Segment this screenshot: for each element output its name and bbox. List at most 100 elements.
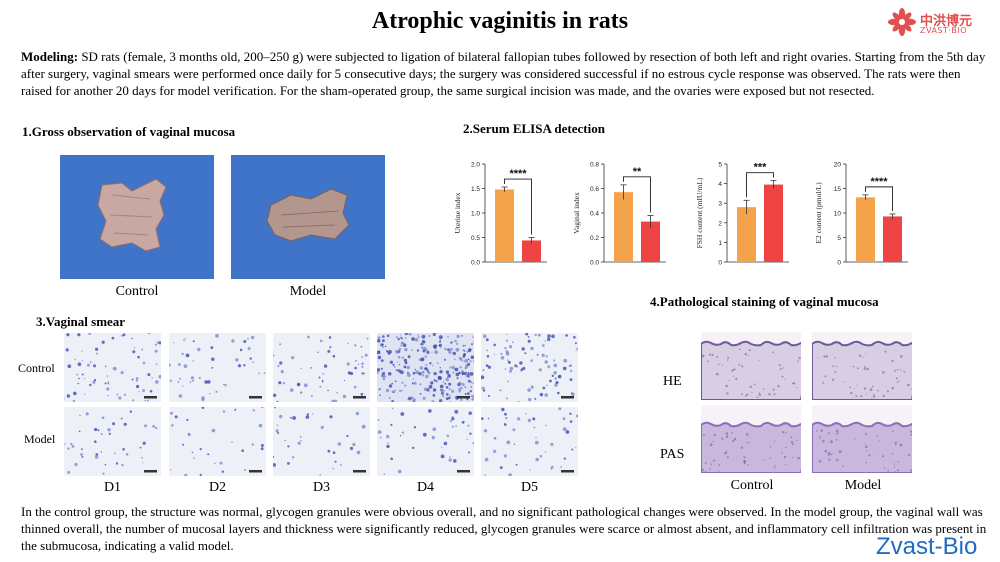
nucleus-dot: [797, 360, 799, 362]
cell-dot: [287, 462, 290, 465]
cell-dot: [93, 379, 97, 382]
nucleus-dot: [721, 364, 723, 366]
cell-dot: [460, 386, 463, 390]
cell-dot: [535, 457, 539, 462]
cell-dot: [147, 333, 151, 335]
cell-dot: [549, 379, 552, 383]
nucleus-dot: [716, 355, 718, 358]
cell-dot: [574, 342, 577, 345]
cell-dot: [70, 442, 73, 446]
cell-dot: [354, 366, 357, 370]
cell-dot: [544, 360, 548, 364]
cell-dot: [306, 413, 309, 416]
cell-dot: [575, 350, 577, 352]
nucleus-dot: [823, 355, 826, 358]
cell-dot: [433, 379, 436, 382]
gross-caption-control: Control: [115, 284, 159, 299]
nucleus-dot: [882, 455, 885, 458]
cell-dot: [449, 394, 451, 396]
cell-dot: [83, 393, 86, 396]
scale-bar: [144, 470, 157, 473]
y-tick-label: 3: [718, 201, 722, 208]
cell-dot: [432, 333, 436, 336]
cell-dot: [243, 340, 247, 343]
cell-dot: [487, 394, 490, 397]
cell-dot: [252, 361, 255, 363]
cell-dot: [467, 372, 470, 375]
cell-dot: [291, 356, 295, 360]
cell-dot: [417, 334, 419, 336]
cell-dot: [382, 346, 385, 349]
chart-fsh-content: 0 1 2 3 4 5 FSH content (mIU/mL) ***: [689, 150, 805, 268]
cell-dot: [340, 464, 342, 466]
cell-dot: [513, 443, 516, 445]
cell-dot: [551, 374, 554, 378]
nucleus-dot: [865, 445, 868, 449]
cell-dot: [178, 394, 183, 398]
cell-dot: [239, 348, 243, 352]
cell-dot: [388, 384, 393, 388]
cell-dot: [550, 442, 554, 446]
cell-dot: [258, 372, 260, 374]
cell-dot: [390, 423, 393, 426]
cell-dot: [445, 377, 449, 382]
cell-dot: [377, 355, 382, 360]
smear-day-label: D3: [312, 480, 331, 495]
nucleus-dot: [898, 380, 900, 382]
smear-texture: [377, 333, 474, 402]
nucleus-dot: [830, 453, 833, 456]
cell-dot: [509, 369, 512, 373]
cell-dot: [379, 436, 382, 439]
y-tick-label: 5: [837, 235, 841, 242]
cell-dot: [569, 378, 573, 381]
nucleus-dot: [882, 394, 885, 398]
cell-dot: [509, 366, 514, 371]
cell-dot: [461, 372, 465, 375]
cell-dot: [500, 356, 505, 360]
logo-text-en: ZVAST·BIO: [920, 26, 968, 35]
nucleus-dot: [860, 395, 863, 398]
nucleus-dot: [709, 429, 711, 431]
nucleus-dot: [834, 371, 837, 374]
bar-model: [522, 240, 541, 262]
cell-dot: [454, 367, 459, 372]
cell-dot: [78, 377, 80, 380]
cell-dot: [404, 384, 407, 387]
cell-dot: [418, 372, 422, 376]
cell-dot: [237, 364, 242, 368]
cell-dot: [377, 371, 379, 374]
cell-dot: [96, 352, 99, 355]
cell-dot: [576, 347, 578, 350]
nucleus-dot: [866, 367, 870, 371]
cell-dot: [407, 355, 411, 359]
cell-dot: [258, 423, 263, 428]
cell-dot: [464, 359, 468, 363]
smear-image: [377, 333, 474, 402]
cell-dot: [107, 394, 109, 397]
y-tick-label: 0.2: [590, 235, 599, 242]
bar-chart-svg: 0 5 10 15 20 E2 content (pmol/L) ****: [814, 162, 908, 267]
y-tick-label: 0.5: [471, 235, 480, 242]
nucleus-dot: [745, 395, 747, 397]
cell-dot: [385, 388, 390, 393]
cell-dot: [142, 462, 144, 464]
nucleus-dot: [718, 470, 720, 472]
cell-dot: [444, 347, 447, 351]
cell-dot: [425, 363, 428, 366]
cell-dot: [412, 378, 414, 380]
cell-dot: [534, 440, 539, 445]
cell-dot: [241, 449, 244, 452]
nucleus-dot: [818, 460, 822, 463]
cell-dot: [550, 467, 553, 470]
cell-dot: [107, 428, 111, 432]
cell-dot: [122, 333, 126, 337]
nucleus-dot: [739, 348, 741, 351]
cell-dot: [506, 359, 509, 362]
cell-dot: [571, 392, 575, 397]
tissue-control-icon: [97, 178, 167, 252]
cell-dot: [557, 391, 560, 395]
cell-dot: [77, 362, 82, 366]
cell-dot: [243, 364, 246, 367]
cell-dot: [366, 337, 369, 340]
nucleus-dot: [871, 398, 873, 400]
